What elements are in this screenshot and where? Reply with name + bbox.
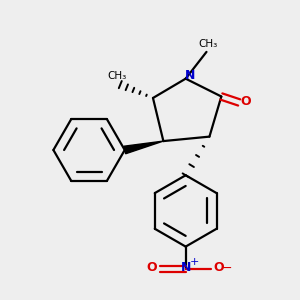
Text: CH₃: CH₃ bbox=[198, 39, 218, 49]
Text: −: − bbox=[222, 262, 232, 275]
Text: +: + bbox=[189, 257, 199, 267]
Text: N: N bbox=[181, 261, 191, 274]
Text: CH₃: CH₃ bbox=[108, 71, 127, 81]
Polygon shape bbox=[124, 141, 164, 154]
Text: O: O bbox=[240, 95, 251, 108]
Text: O: O bbox=[213, 262, 224, 275]
Text: N: N bbox=[185, 69, 195, 82]
Text: O: O bbox=[147, 262, 158, 275]
